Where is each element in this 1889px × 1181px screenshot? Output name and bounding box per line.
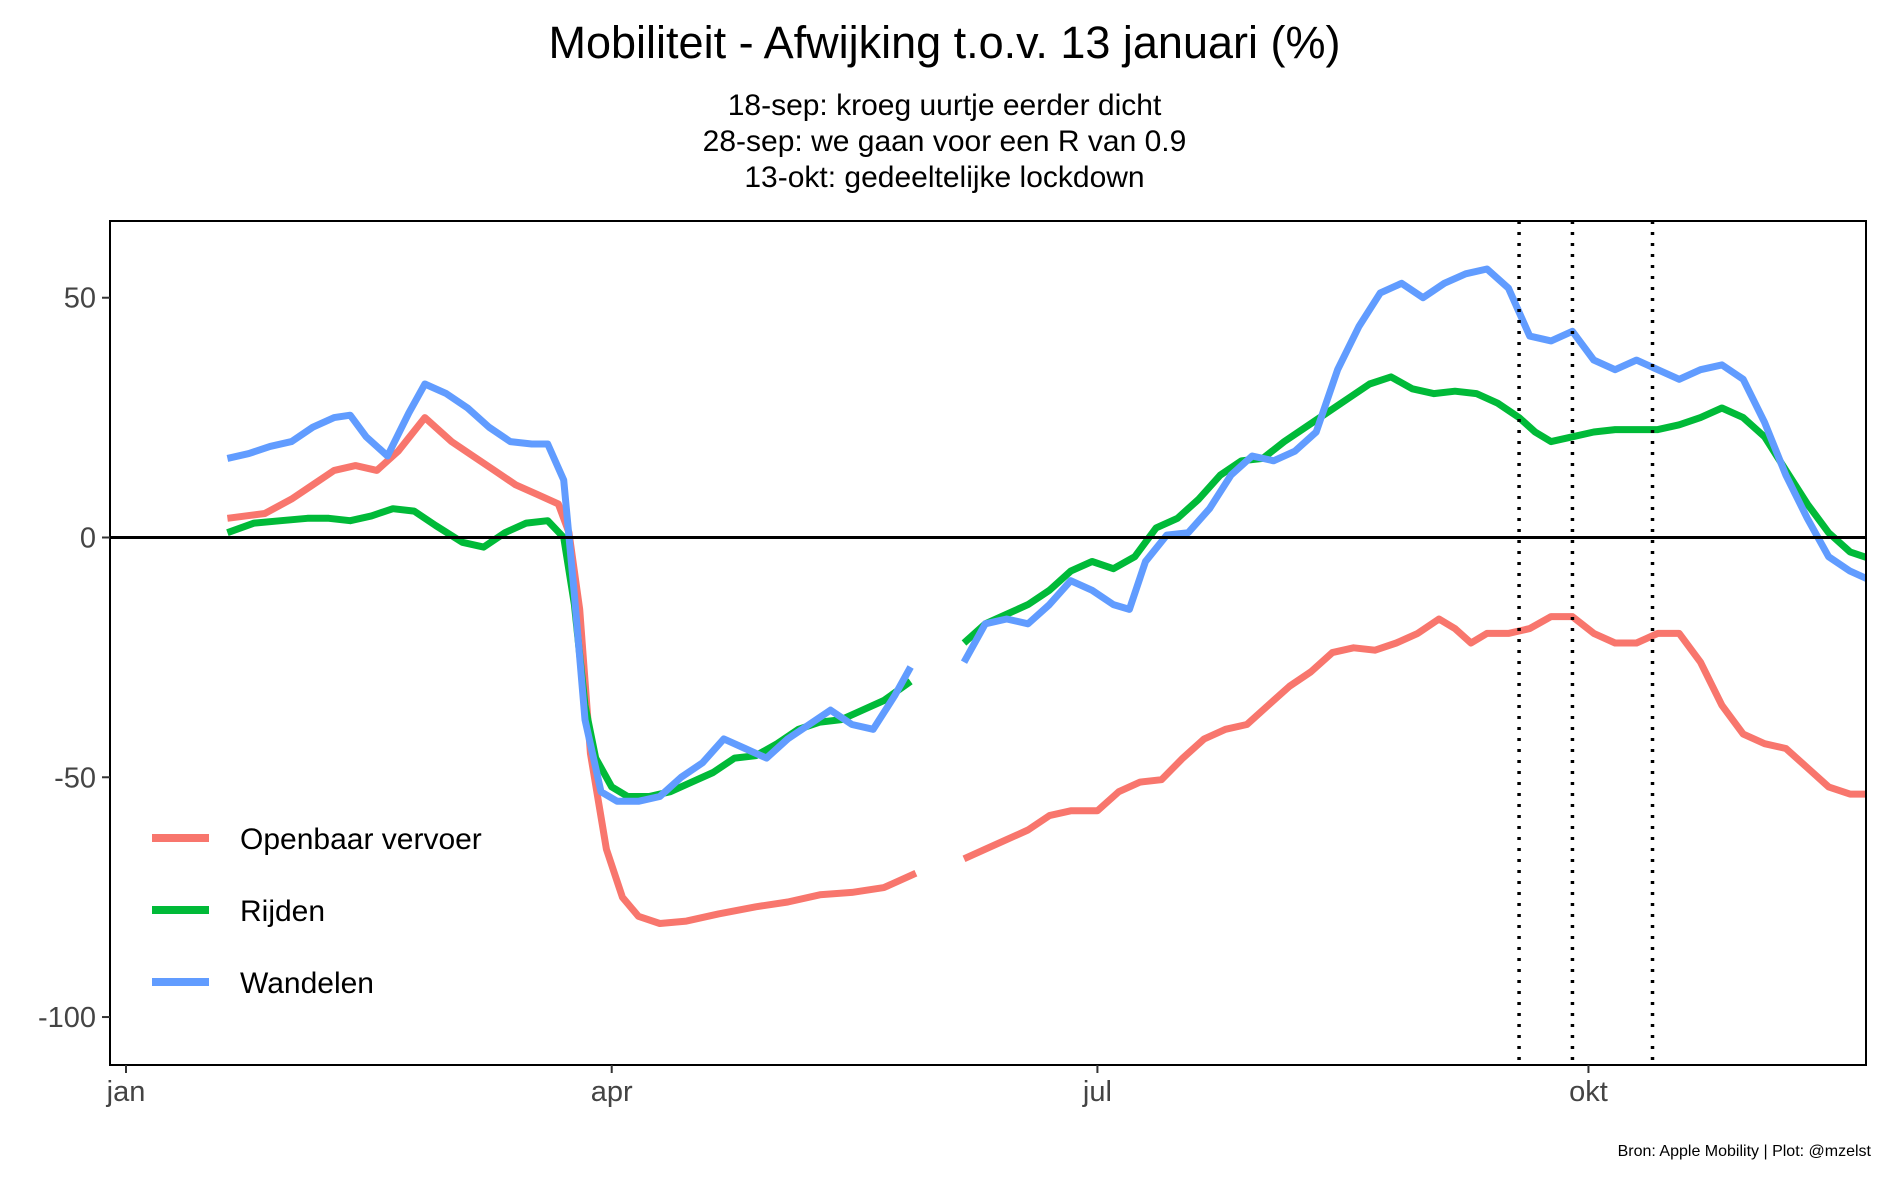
legend-label-3: Wandelen xyxy=(240,967,374,1000)
legend-label-1: Openbaar vervoer xyxy=(240,823,482,856)
y-tick-label: 50 xyxy=(64,283,96,315)
x-tick-label: jul xyxy=(1082,1076,1112,1108)
subtitle-line-2: 28-sep: we gaan voor een R van 0.9 xyxy=(702,125,1187,158)
series-line-1-segment-1 xyxy=(226,414,918,927)
series-line-2-segment-2 xyxy=(961,373,1866,646)
x-tick-label: jan xyxy=(106,1076,146,1108)
legend-label-2: Rijden xyxy=(240,895,325,928)
chart-title: Mobiliteit - Afwijking t.o.v. 13 januari… xyxy=(548,17,1341,68)
source-caption: Bron: Apple Mobility | Plot: @mzelst xyxy=(1617,1143,1871,1160)
x-tick-label: okt xyxy=(1569,1076,1608,1108)
series-line-1-segment-2 xyxy=(962,613,1866,862)
subtitle-line-1: 18-sep: kroeg uurtje eerder dicht xyxy=(727,89,1162,122)
series-line-3-segment-2 xyxy=(960,265,1866,664)
y-tick-label: 0 xyxy=(80,523,96,555)
y-tick-label: -100 xyxy=(38,1002,96,1034)
y-tick-label: -50 xyxy=(54,762,96,794)
x-tick-label: apr xyxy=(591,1076,633,1108)
panel-border xyxy=(109,220,1867,1066)
subtitle-line-3: 13-okt: gedeeltelijke lockdown xyxy=(744,161,1145,194)
